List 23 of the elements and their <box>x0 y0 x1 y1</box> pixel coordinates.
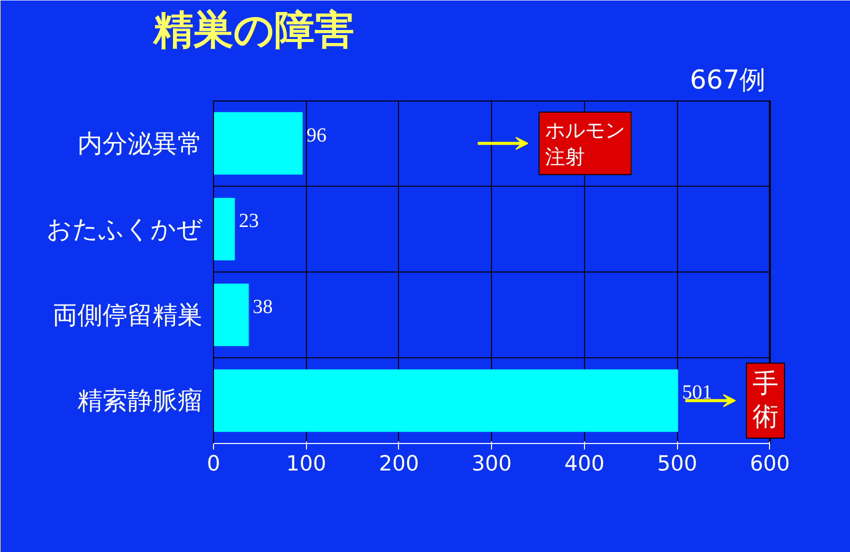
x-tick-label: 0 <box>206 452 220 476</box>
bar <box>214 369 678 432</box>
data-label: 96 <box>306 124 327 146</box>
data-label: 38 <box>252 296 273 318</box>
x-tick-label: 600 <box>750 452 790 476</box>
annotation: 手術 <box>752 369 778 432</box>
data-label: 23 <box>238 210 259 232</box>
chart-title: 精巣の障害 <box>152 8 354 54</box>
x-tick-label: 200 <box>378 452 420 476</box>
y-tick-label: 両側停留精巣 <box>52 300 202 330</box>
bar <box>214 198 235 260</box>
data-label: 501 <box>682 382 712 404</box>
bar <box>214 284 249 346</box>
x-tick-label: 300 <box>472 452 512 476</box>
x-tick-label: 100 <box>286 452 326 476</box>
bar <box>214 112 303 175</box>
x-tick-label: 400 <box>564 452 604 476</box>
y-tick-label: 内分泌異常 <box>78 128 202 158</box>
annotation: ホルモン注射 <box>544 118 625 169</box>
y-tick-label: 精索静脈瘤 <box>78 386 202 416</box>
chart-subtitle: 667例 <box>690 66 766 96</box>
x-tick-label: 500 <box>657 452 698 476</box>
y-tick-label: おたふくかぜ <box>46 214 204 244</box>
